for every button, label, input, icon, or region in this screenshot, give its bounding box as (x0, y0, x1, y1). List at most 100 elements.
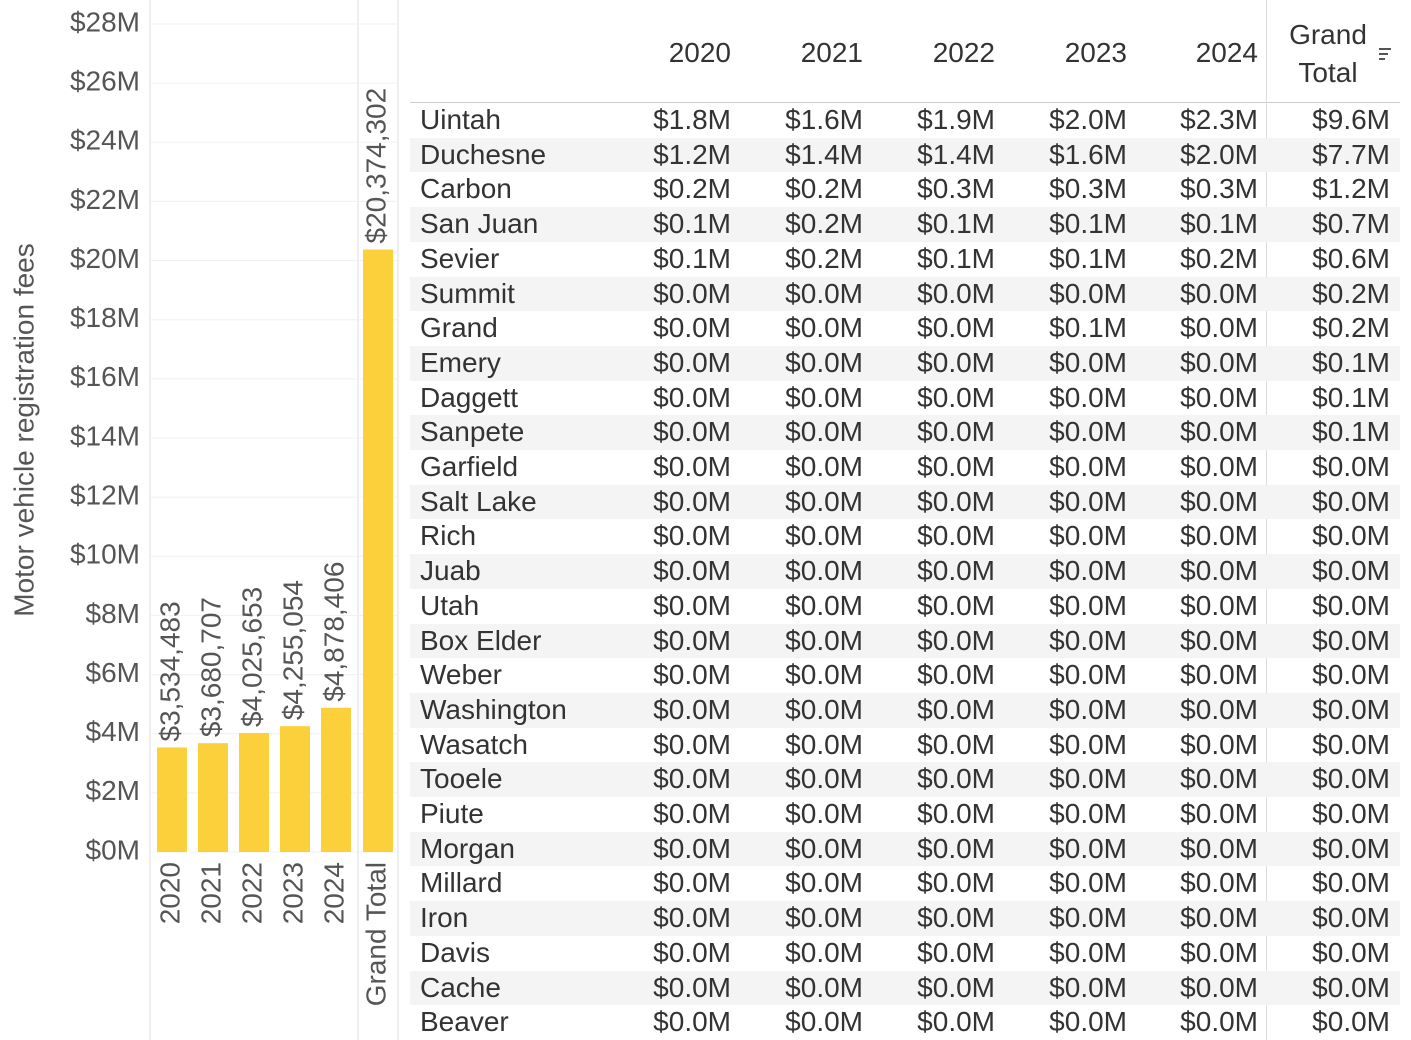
table-cell: $0.0M (785, 555, 863, 587)
y-tick-label: $0M (86, 834, 140, 865)
row-label: Iron (420, 902, 469, 934)
table-cell: $0.0M (785, 451, 863, 482)
table-cell: $0.0M (1049, 936, 1127, 968)
y-tick-label: $26M (70, 66, 140, 97)
row-label: Davis (420, 936, 491, 968)
sort-icon[interactable] (1378, 46, 1394, 62)
column-header: 2024 (1195, 37, 1258, 68)
table-cell: $0.0M (1049, 832, 1127, 864)
row-label: Sevier (420, 242, 500, 274)
table-cell: $0.0M (1180, 589, 1258, 621)
table-cell: $0.0M (1180, 832, 1258, 864)
table-cell: $0.0M (917, 798, 995, 829)
value-label: $4,255,054 (277, 580, 308, 720)
bar-chart: Motor vehicle registration fees $0M $2M $4… (8, 0, 399, 1040)
bar (198, 743, 228, 852)
total-divider (1266, 0, 1267, 1040)
row-label: Sanpete (420, 416, 525, 448)
table-cell: $0.1M (1312, 416, 1390, 448)
row-label: Emery (420, 346, 501, 378)
table-cell: $0.0M (653, 659, 731, 691)
table-cell: $0.0M (785, 798, 863, 829)
bar (321, 707, 351, 852)
table-cell: $0.0M (785, 867, 863, 899)
table-cell: $0.0M (1180, 312, 1258, 344)
table-cell: $0.0M (917, 277, 995, 309)
row-band (410, 901, 1400, 936)
table-cell: $0.0M (917, 589, 995, 621)
table-cell: $0.0M (917, 485, 995, 517)
y-tick-label: $22M (70, 184, 140, 215)
table-cell: $0.2M (785, 208, 863, 240)
table-cell: $2.3M (1180, 104, 1258, 135)
table-cell: $0.0M (1049, 555, 1127, 587)
table-cell: $0.0M (653, 520, 731, 552)
table-cell: $0.2M (1312, 312, 1390, 344)
y-tick-label: $18M (70, 302, 140, 333)
bar (280, 726, 310, 852)
table-cell: $0.0M (1312, 971, 1390, 1003)
table-cell: $0.1M (917, 208, 995, 240)
table-cell: $0.0M (653, 798, 731, 829)
table-cell: $0.0M (1312, 485, 1390, 517)
table-cell: $0.0M (785, 277, 863, 309)
table-cell: $0.0M (1180, 867, 1258, 899)
table-cell: $0.0M (653, 832, 731, 864)
table-cell: $0.1M (1049, 208, 1127, 240)
table-cell: $0.0M (1049, 346, 1127, 378)
row-label: Washington (420, 693, 567, 725)
table-cell: $0.0M (653, 624, 731, 656)
table-cell: $0.0M (1049, 867, 1127, 899)
column-header: 2023 (1064, 37, 1127, 68)
table-cell: $0.2M (1312, 277, 1390, 309)
row-band (410, 484, 1400, 520)
table-cell: $0.0M (653, 1006, 731, 1038)
row-band (410, 554, 1400, 589)
table-cell: $0.0M (653, 416, 731, 448)
y-tick-label: $2M (86, 775, 140, 806)
table-cell: $0.0M (1049, 971, 1127, 1003)
y-tick-label: $24M (70, 125, 140, 156)
table-cell: $0.0M (1312, 798, 1390, 829)
table-cell: $0.1M (653, 208, 731, 240)
table-cell: $0.0M (785, 659, 863, 691)
table-cell: $0.0M (917, 659, 995, 691)
table-cell: $0.0M (1180, 763, 1258, 795)
table-cell: $0.0M (653, 728, 731, 760)
table-cell: $0.0M (917, 520, 995, 552)
x-tick-label: 2022 (236, 862, 267, 924)
y-tick-label: $8M (86, 598, 140, 629)
table-cell: $0.0M (1049, 1006, 1127, 1038)
bar (157, 747, 187, 852)
row-label: Rich (420, 520, 477, 552)
table-cell: $0.0M (1180, 902, 1258, 934)
table-cell: $1.6M (785, 104, 863, 135)
table-cell: $0.0M (917, 381, 995, 413)
table-cell: $0.0M (785, 936, 863, 968)
value-label: $3,534,483 (154, 601, 185, 741)
table-cell: $0.0M (1180, 346, 1258, 378)
table-cell: $7.7M (1312, 138, 1390, 170)
table-cell: $0.0M (1049, 416, 1127, 448)
row-label: Duchesne (420, 138, 547, 170)
row-label: Beaver (420, 1006, 509, 1038)
row-label: Wasatch (420, 728, 528, 760)
table-cell: $0.0M (917, 555, 995, 587)
row-label: Cache (420, 971, 501, 1003)
x-tick-label: 2020 (154, 862, 185, 924)
table-cell: $0.0M (785, 346, 863, 378)
table-cell: $0.0M (1049, 659, 1127, 691)
table-cell: $0.0M (1312, 763, 1390, 795)
value-label: $4,025,653 (236, 587, 267, 727)
table-cell: $0.0M (1312, 693, 1390, 725)
table-cell: $0.0M (1049, 798, 1127, 829)
table-cell: $0.0M (1049, 902, 1127, 934)
table-cell: $0.0M (653, 763, 731, 795)
y-tick-label: $28M (70, 6, 140, 37)
table-cell: $0.6M (1312, 242, 1390, 274)
table-cell: $0.0M (917, 1006, 995, 1038)
table-cell: $0.2M (785, 173, 863, 205)
table-cell: $0.0M (785, 485, 863, 517)
row-band (410, 831, 1400, 867)
table-cell: $0.0M (653, 867, 731, 899)
